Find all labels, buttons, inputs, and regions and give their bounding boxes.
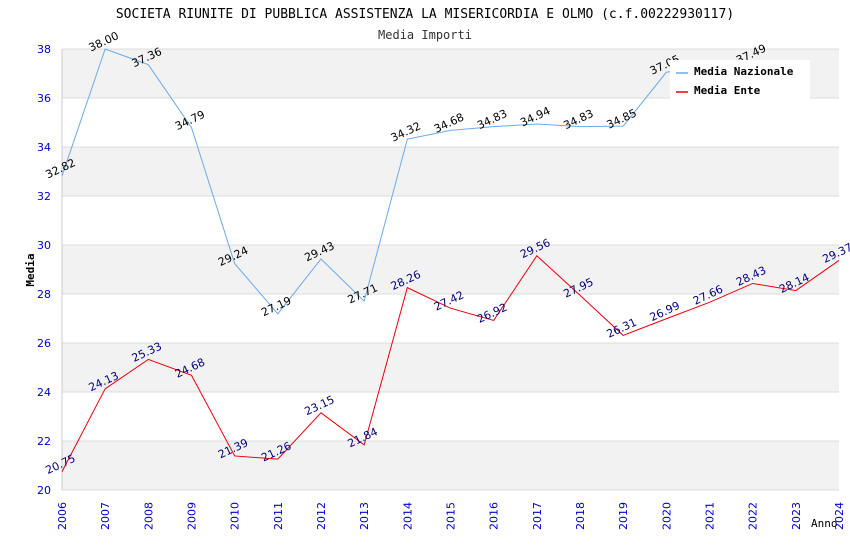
x-tick-label: 2023 [790,502,803,530]
x-axis-ticks: 2006 2007 2008 2009 2010 2011 2012 2013 2014 2015… [56,502,846,530]
legend-label-media-ente: Media Ente [694,84,761,97]
legend-label-media-nazionale: Media Nazionale [694,65,794,78]
y-tick-label: 32 [37,190,51,203]
y-tick-label: 24 [37,386,51,399]
x-tick-label: 2020 [660,502,673,530]
legend-box [670,60,810,101]
gridlines [61,48,839,491]
x-tick-label: 2013 [358,502,371,530]
y-tick-label: 20 [37,484,51,497]
chart-subtitle: Media Importi [378,28,472,42]
grid-band [62,343,839,392]
y-tick-label: 38 [37,43,51,56]
x-tick-label: 2017 [531,502,544,530]
x-tick-label: 2021 [704,502,717,530]
x-tick-label: 2014 [401,502,414,530]
chart-title: SOCIETA RIUNITE DI PUBBLICA ASSISTENZA L… [116,7,734,22]
series-line-media-nazionale [61,48,753,315]
x-axis-label: Anno [811,517,838,530]
x-tick-label: 2008 [142,502,155,530]
y-tick-label: 34 [37,141,51,154]
y-axis-label: Media [24,253,37,286]
series-lines [61,48,840,472]
grid-band [62,147,839,196]
x-tick-label: 2015 [445,502,458,530]
x-tick-label: 2019 [617,502,630,530]
series-line-media-ente [61,255,840,472]
grid-band [62,441,839,490]
y-tick-label: 36 [37,92,51,105]
x-tick-label: 2022 [747,502,760,530]
y-tick-label: 30 [37,239,51,252]
y-tick-label: 22 [37,435,51,448]
y-tick-label: 26 [37,337,51,350]
y-tick-label: 28 [37,288,51,301]
x-tick-label: 2024 [833,502,846,530]
x-tick-label: 2006 [56,502,69,530]
grid-band [62,245,839,294]
y-axis-ticks: 20 22 24 26 28 30 32 34 36 38 [37,43,51,497]
x-tick-label: 2018 [574,502,587,530]
x-tick-label: 2011 [272,502,285,530]
legend: Media Nazionale Media Ente [670,60,810,101]
x-tick-label: 2009 [186,502,199,530]
x-tick-label: 2010 [229,502,242,530]
x-tick-label: 2007 [99,502,112,530]
x-tick-label: 2016 [488,502,501,530]
x-tick-label: 2012 [315,502,328,530]
